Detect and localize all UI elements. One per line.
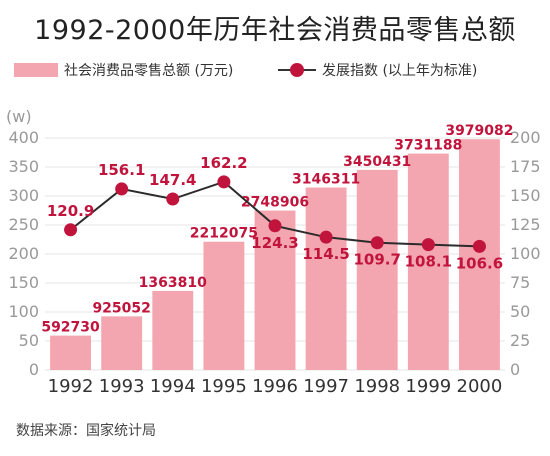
bar <box>50 335 91 370</box>
x-tick-label: 1993 <box>99 376 145 397</box>
bar-data-label: 592730 <box>41 320 100 336</box>
y-left-tick-label: 250 <box>8 215 39 234</box>
index-data-label: 124.3 <box>251 234 298 252</box>
y-right-tick-label: 0 <box>510 360 520 379</box>
index-data-label: 108.1 <box>405 253 452 271</box>
x-tick-label: 1994 <box>150 376 196 397</box>
index-data-label: 120.9 <box>47 202 94 220</box>
y-left-tick-label: 100 <box>8 302 39 321</box>
y-left-unit-label: (w) <box>6 107 32 126</box>
index-point <box>217 175 231 189</box>
bar-data-label: 3979082 <box>445 123 513 139</box>
legend-bar-swatch <box>14 63 58 77</box>
y-right-tick-label: 200 <box>510 128 541 147</box>
x-tick-label: 1997 <box>303 376 349 397</box>
y-left-tick-label: 0 <box>29 360 39 379</box>
y-right-tick-label: 175 <box>510 157 541 176</box>
bar <box>101 316 143 370</box>
bar <box>407 153 449 370</box>
y-right-tick-label: 25 <box>510 331 530 350</box>
x-tick-label: 1995 <box>201 376 247 397</box>
y-left-tick-label: 300 <box>8 186 39 205</box>
y-left-tick-label: 200 <box>8 244 39 263</box>
bar <box>356 169 398 370</box>
index-data-label: 106.6 <box>456 254 503 272</box>
y-right-tick-label: 125 <box>510 215 541 234</box>
index-point <box>421 238 435 252</box>
index-point <box>268 219 282 233</box>
legend-line-swatch <box>278 63 316 77</box>
x-tick-label: 1999 <box>405 376 451 397</box>
x-tick-label: 1996 <box>252 376 298 397</box>
y-left-tick-label: 350 <box>8 157 39 176</box>
index-data-label: 147.4 <box>149 171 196 189</box>
bar-data-label: 3450431 <box>343 154 411 170</box>
bar <box>254 210 296 370</box>
index-point <box>115 182 129 196</box>
index-point <box>472 239 486 253</box>
legend-line-label: 发展指数 (以上年为标准) <box>322 63 478 79</box>
bar-data-label: 2748906 <box>241 195 309 211</box>
bar <box>152 290 194 370</box>
y-right-tick-label: 75 <box>510 273 530 292</box>
legend-item-bar: 社会消费品零售总额 (万元) <box>14 60 233 80</box>
index-point <box>166 192 180 206</box>
index-point <box>64 223 78 237</box>
x-tick-label: 1998 <box>354 376 400 397</box>
bar-data-label: 925052 <box>92 300 150 316</box>
x-tick-label: 2000 <box>457 376 503 397</box>
index-point <box>370 236 384 250</box>
y-right-tick-label: 100 <box>510 244 541 263</box>
y-right-tick-label: 50 <box>510 302 530 321</box>
bar <box>203 241 245 370</box>
index-data-label: 162.2 <box>200 154 247 172</box>
bar-data-label: 1363810 <box>139 275 207 291</box>
bar-data-label: 2212075 <box>190 226 258 242</box>
index-data-label: 109.7 <box>353 251 400 269</box>
y-left-tick-label: 150 <box>8 273 39 292</box>
y-right-tick-label: 150 <box>510 186 541 205</box>
legend-bar-label: 社会消费品零售总额 (万元) <box>64 63 234 79</box>
legend: 社会消费品零售总额 (万元) 发展指数 (以上年为标准) <box>0 58 550 82</box>
bar <box>459 139 500 370</box>
x-tick-label: 1992 <box>48 376 94 397</box>
y-left-tick-label: 50 <box>19 331 39 350</box>
y-left-tick-label: 400 <box>8 128 39 147</box>
bar <box>305 187 347 370</box>
chart-title: 1992-2000年历年社会消费品零售总额 <box>34 15 516 46</box>
index-data-label: 156.1 <box>98 161 145 179</box>
bar-data-label: 3731188 <box>394 138 462 154</box>
index-point <box>319 230 333 244</box>
bar-data-label: 3146311 <box>292 172 360 188</box>
legend-item-line: 发展指数 (以上年为标准) <box>278 60 477 80</box>
source-note: 数据来源：国家统计局 <box>16 423 156 439</box>
index-data-label: 114.5 <box>302 245 349 263</box>
